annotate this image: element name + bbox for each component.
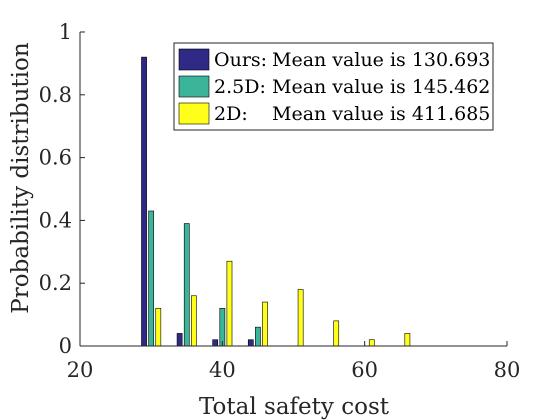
bar-series0-2 xyxy=(212,339,219,347)
x-axis-label: Total safety cost xyxy=(199,394,390,420)
legend-series-name: Ours: xyxy=(214,49,267,71)
bar-series0-3 xyxy=(247,339,254,347)
legend-series-name: 2D: xyxy=(214,103,248,125)
bar-series0-1 xyxy=(176,333,183,347)
legend-swatch xyxy=(178,75,210,98)
y-tick-label: 0.4 xyxy=(39,208,72,232)
axes-layer: 20 40 60 80 0 0.2 0.4 0.6 0.8 1 xyxy=(39,20,521,382)
bar-series2-5 xyxy=(333,320,340,347)
legend-entry-text: Mean value is 411.685 xyxy=(272,103,490,125)
bar-series2-1 xyxy=(191,295,197,347)
legend-entry-text: Mean value is 130.693 xyxy=(272,49,490,71)
y-tick-label: 0.6 xyxy=(39,146,72,170)
y-axis-label: Probability distribution xyxy=(8,42,34,314)
legend-entry-text: Mean value is 145.462 xyxy=(272,76,490,98)
bar-series2-2 xyxy=(226,260,233,347)
bar-series0-0 xyxy=(141,56,147,347)
x-tick-label: 80 xyxy=(494,358,521,382)
bar-series2-7 xyxy=(404,333,411,347)
x-tick-label: 60 xyxy=(351,358,378,382)
y-tick-label: 1 xyxy=(59,20,72,44)
legend-swatch xyxy=(178,102,210,125)
bar-series1-3 xyxy=(255,326,261,347)
legend-series-name: 2.5D: xyxy=(214,76,266,98)
bar-series1-1 xyxy=(183,223,190,347)
bar-series2-3 xyxy=(262,301,268,347)
bars-layer xyxy=(141,56,411,347)
bar-series2-6 xyxy=(368,339,375,347)
y-tick-label: 0.8 xyxy=(39,83,72,107)
bar-series1-0 xyxy=(148,210,155,347)
y-tick-label: 0.2 xyxy=(39,271,72,295)
legend: Ours: Mean value is 130.693 2.5D: Mean valu… xyxy=(173,42,494,131)
x-tick-label: 20 xyxy=(67,358,94,382)
y-tick-label: 0 xyxy=(59,334,72,358)
bar-series2-0 xyxy=(155,308,162,347)
x-tick-label: 40 xyxy=(209,358,236,382)
legend-box xyxy=(173,42,494,131)
bar-series2-4 xyxy=(297,289,304,347)
legend-swatch xyxy=(178,48,210,71)
bar-series1-2 xyxy=(219,308,226,347)
